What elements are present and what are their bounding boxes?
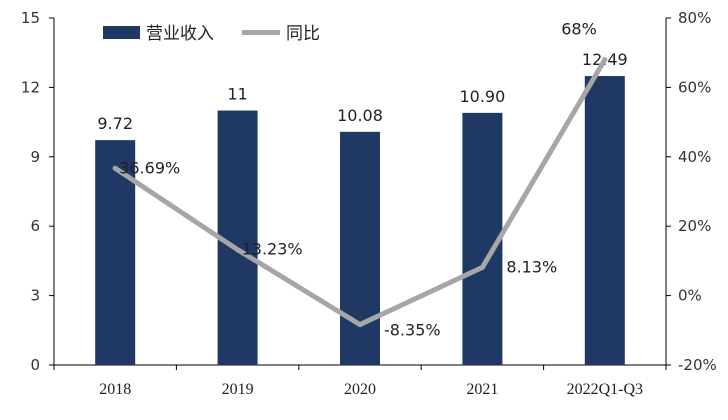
legend-label-bar: 营业收入: [146, 24, 214, 44]
x-tick-label: 2020: [344, 381, 376, 398]
right-tick-label: 60%: [678, 78, 711, 96]
right-tick-label: 20%: [678, 217, 711, 235]
line-value-label: 13.23%: [242, 240, 303, 259]
right-tick-label: 40%: [678, 148, 711, 166]
line-value-label: 8.13%: [506, 257, 557, 276]
legend-label-line: 同比: [286, 24, 320, 44]
left-tick-label: 9: [30, 148, 40, 166]
legend: 营业收入 同比: [103, 24, 320, 44]
x-tick-label: 2022Q1-Q3: [567, 381, 643, 398]
right-tick-label: -20%: [678, 356, 717, 374]
line-data-labels: 36.69% 13.23% -8.35% 8.13% 68%: [119, 20, 597, 340]
left-tick-label: 15: [21, 9, 40, 27]
line-value-label: -8.35%: [384, 321, 441, 340]
left-tick-label: 0: [30, 356, 40, 374]
right-axis-ticks: -20% 0% 20% 40% 60% 80%: [666, 9, 717, 374]
bar: [584, 76, 625, 365]
bar: [340, 131, 380, 365]
line-point: [112, 165, 118, 171]
right-tick-label: 0%: [678, 287, 702, 305]
bar: [217, 110, 258, 366]
line-point: [357, 322, 363, 328]
left-tick-label: 6: [30, 217, 40, 235]
x-tick-label: 2018: [99, 381, 131, 398]
line-value-label: 36.69%: [119, 158, 180, 177]
line-value-label: 68%: [561, 20, 597, 39]
line-series: [112, 57, 608, 328]
left-axis-ticks: 0 3 6 9 12 15: [21, 9, 54, 374]
left-tick-label: 12: [21, 78, 40, 96]
bar-value-label: 10.90: [459, 87, 505, 106]
line-point: [235, 247, 241, 253]
right-tick-label: 80%: [678, 9, 711, 27]
bar: [462, 112, 503, 365]
bar-value-label: 9.72: [97, 114, 133, 133]
x-tick-label: 2019: [222, 381, 254, 398]
x-axis-ticks: 2018 2019 2020 2021 2022Q1-Q3: [53, 365, 667, 398]
line-point: [602, 57, 608, 63]
legend-swatch-bar: [103, 26, 140, 39]
line-point: [479, 264, 485, 270]
left-tick-label: 3: [30, 287, 40, 305]
bar-value-label: 10.08: [337, 106, 383, 125]
bar-value-label: 11: [227, 85, 247, 104]
x-tick-label: 2021: [466, 381, 498, 398]
